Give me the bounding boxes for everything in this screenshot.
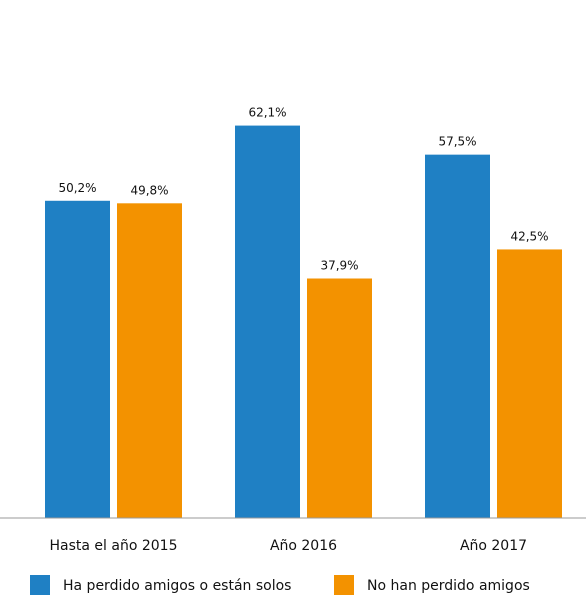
value-label-not-lost-friends-3: 42,5% — [510, 229, 548, 243]
x-tick-label-2: Año 2016 — [270, 538, 337, 554]
bar-lost-friends-1 — [45, 200, 110, 518]
bar-lost-friends-2 — [235, 125, 300, 518]
legend-swatch-not-lost-friends — [334, 575, 354, 595]
bar-not-lost-friends-1 — [117, 203, 182, 518]
value-labels-layer: 50,2% 49,8% 62,1% 37,9% 57,5% 42,5% — [58, 106, 548, 273]
bars-layer — [45, 125, 562, 518]
legend-swatch-lost-friends — [30, 575, 50, 595]
x-tick-labels: Hasta el año 2015 Año 2016 Año 2017 — [50, 538, 528, 554]
bar-not-lost-friends-3 — [497, 249, 562, 518]
bar-not-lost-friends-2 — [307, 278, 372, 518]
value-label-lost-friends-2: 62,1% — [248, 106, 286, 120]
value-label-lost-friends-1: 50,2% — [58, 181, 96, 195]
value-label-not-lost-friends-1: 49,8% — [130, 183, 168, 197]
x-tick-label-3: Año 2017 — [460, 538, 527, 554]
value-label-not-lost-friends-2: 37,9% — [320, 259, 358, 273]
x-tick-label-1: Hasta el año 2015 — [50, 538, 178, 554]
value-label-lost-friends-3: 57,5% — [438, 135, 476, 149]
bar-lost-friends-3 — [425, 154, 490, 518]
legend: Ha perdido amigos o están solos No han pe… — [30, 575, 530, 595]
legend-label-lost-friends: Ha perdido amigos o están solos — [63, 578, 291, 594]
legend-label-not-lost-friends: No han perdido amigos — [367, 578, 530, 594]
